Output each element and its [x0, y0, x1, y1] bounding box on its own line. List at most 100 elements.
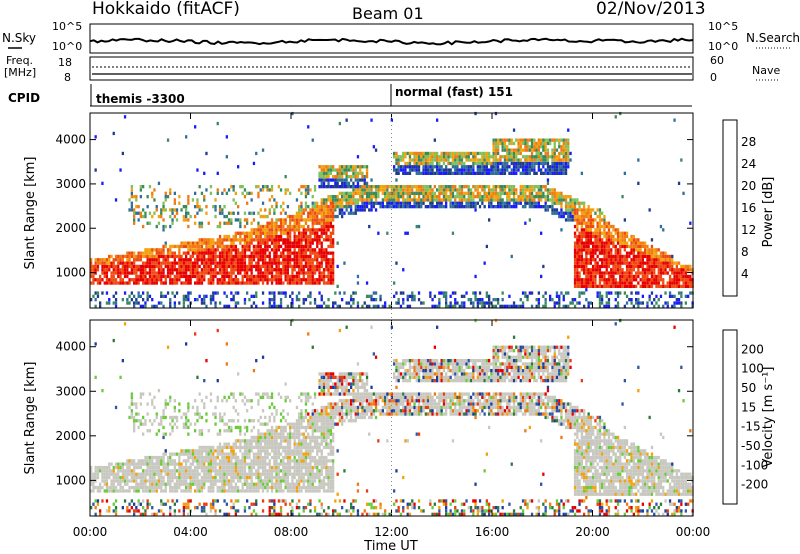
power-cell	[426, 185, 430, 189]
power-cell	[587, 238, 590, 242]
power-cell	[155, 264, 158, 269]
velocity-cell	[99, 469, 102, 473]
power-cell	[553, 161, 556, 166]
power-cell	[270, 221, 274, 225]
power-cell	[657, 271, 660, 275]
power-cell	[325, 168, 328, 172]
power-cell	[277, 258, 280, 262]
power-cell	[564, 155, 568, 159]
velocity-cell	[121, 462, 124, 466]
velocity-cell	[166, 465, 170, 470]
power-cell	[616, 251, 620, 255]
power-cell	[90, 258, 93, 262]
velocity-cell	[114, 405, 118, 410]
power-cell	[512, 301, 516, 305]
power-cell	[619, 254, 622, 259]
power-cell	[664, 284, 667, 288]
power-cell	[637, 271, 640, 275]
power-cell	[472, 198, 475, 202]
velocity-cell	[178, 459, 181, 463]
power-cell	[687, 294, 690, 298]
velocity-cell	[148, 485, 152, 490]
power-cell	[492, 165, 495, 169]
power-cell	[216, 238, 219, 242]
power-cell	[598, 271, 602, 275]
power-cell	[377, 201, 380, 205]
power-cell	[573, 281, 577, 285]
power-cell	[499, 191, 502, 195]
power-cell	[573, 254, 577, 259]
velocity-cell	[187, 512, 190, 516]
power-cell	[406, 205, 409, 209]
power-cell	[465, 155, 468, 159]
velocity-cell	[146, 459, 149, 463]
power-cell	[524, 205, 527, 209]
power-cell	[607, 241, 611, 245]
power-cell	[329, 211, 332, 215]
power-cell	[510, 148, 513, 152]
power-cell	[478, 195, 482, 199]
power-cell	[537, 188, 540, 192]
power-cell	[198, 185, 201, 189]
power-cell	[155, 205, 158, 209]
power-cell	[214, 304, 217, 308]
power-cell	[630, 251, 633, 255]
power-cell	[187, 198, 190, 202]
power-cell	[612, 224, 615, 229]
velocity-cell	[162, 459, 165, 463]
power-cell	[587, 258, 590, 262]
velocity-cell	[128, 479, 131, 483]
power-cell	[356, 208, 360, 212]
power-cell	[601, 261, 604, 265]
power-cell	[185, 205, 188, 209]
power-cell	[508, 151, 511, 156]
power-cell	[589, 241, 592, 245]
power-cell	[637, 281, 640, 285]
power-cell	[300, 244, 303, 249]
power-cell	[630, 241, 633, 245]
power-cell	[230, 185, 233, 189]
power-cell	[623, 241, 626, 245]
power-cell	[146, 271, 149, 275]
power-cell	[535, 158, 538, 162]
power-cell	[411, 291, 414, 295]
power-cell	[562, 168, 565, 172]
power-cell	[517, 198, 520, 202]
power-cell	[578, 214, 581, 219]
power-cell	[246, 281, 249, 285]
power-cell	[298, 264, 301, 269]
power-cell	[146, 278, 149, 282]
power-cell	[347, 181, 351, 185]
velocity-cell	[157, 472, 161, 476]
power-cell	[596, 228, 599, 232]
velocity-cell	[182, 509, 185, 513]
power-cell	[318, 221, 321, 225]
power-cell	[494, 188, 498, 192]
power-cell	[684, 274, 687, 279]
power-cell	[614, 228, 617, 232]
power-cell	[521, 138, 525, 142]
power-cell	[185, 261, 188, 265]
power-cell	[300, 234, 303, 239]
power-cell	[164, 261, 167, 265]
power-cell	[185, 271, 188, 275]
power-cell	[442, 155, 446, 159]
power-cell	[343, 165, 346, 169]
power-cell	[472, 165, 475, 169]
power-cell	[549, 191, 552, 195]
velocity-cell	[169, 485, 172, 490]
power-cell	[322, 231, 326, 235]
power-cell	[148, 254, 152, 259]
velocity-cell	[103, 465, 106, 470]
velocity-cell	[94, 512, 97, 516]
power-cell	[178, 264, 181, 269]
power-cell	[273, 268, 276, 272]
power-cell	[664, 271, 667, 275]
power-cell	[619, 278, 622, 282]
power-cell	[616, 281, 620, 285]
power-cell	[406, 195, 409, 199]
velocity-cell	[196, 479, 199, 483]
power-cell	[277, 264, 280, 269]
velocity-cell	[187, 425, 190, 430]
power-cell	[225, 155, 228, 159]
